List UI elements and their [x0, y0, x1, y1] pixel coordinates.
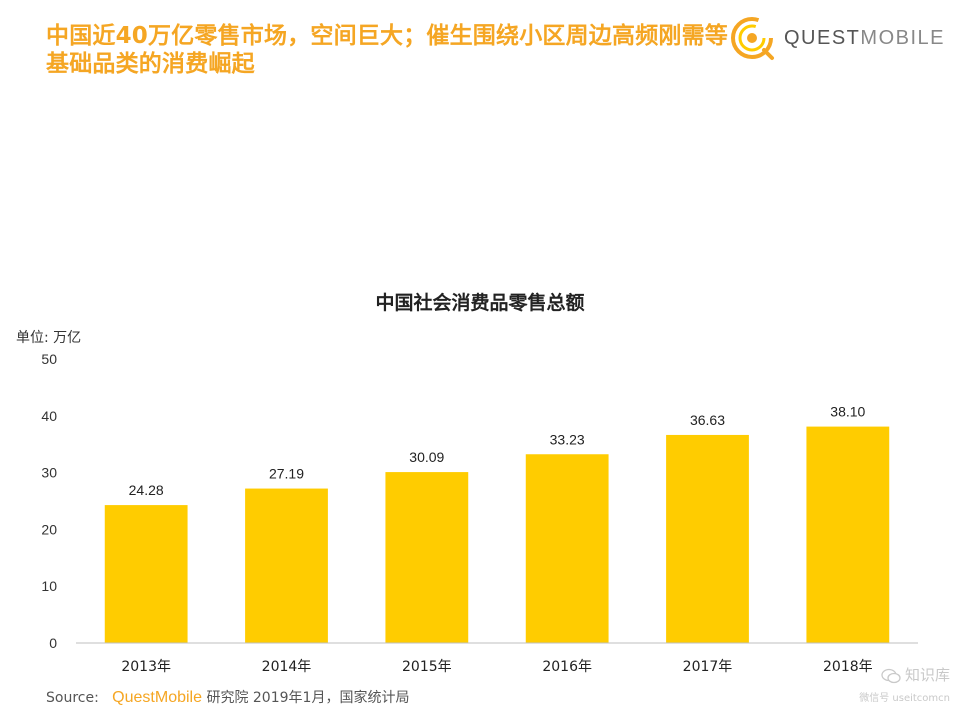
y-tick-label: 20 — [41, 521, 57, 537]
data-label: 30.09 — [409, 449, 444, 465]
data-label: 24.28 — [129, 482, 164, 498]
x-axis-labels: 2013年 2014年 2015年 2016年 2017年 2018年 — [121, 659, 872, 675]
data-label: 38.10 — [830, 404, 865, 420]
bar — [525, 454, 609, 643]
bar — [385, 472, 469, 643]
bar — [666, 434, 749, 643]
x-tick-label: 2015年 — [402, 659, 452, 675]
x-tick-label: 2016年 — [542, 659, 592, 675]
page-headline: 中国近40万亿零售市场，空间巨大；催生围绕小区周边高频刚需等基础品类的消费崛起 — [46, 23, 729, 77]
y-tick-label: 40 — [41, 408, 57, 424]
x-tick-label: 2014年 — [262, 659, 312, 675]
data-label: 33.23 — [550, 431, 585, 447]
source-note: Source: QuestMobile 研究院 2019年1月，国家统计局 — [46, 689, 410, 706]
bar — [104, 505, 188, 643]
x-tick-label: 2018年 — [823, 659, 873, 675]
x-tick-label: 2013年 — [121, 659, 171, 675]
chart-title: 中国社会消费品零售总额 — [375, 291, 584, 314]
wechat-icon — [881, 668, 901, 683]
data-label: 36.63 — [690, 412, 725, 428]
data-label: 27.19 — [269, 466, 304, 482]
x-tick-label: 2017年 — [683, 659, 733, 675]
y-tick-label: 0 — [49, 635, 57, 651]
watermark-name: 知识库 — [904, 666, 950, 684]
bar — [245, 488, 328, 643]
y-tick-label: 50 — [41, 351, 57, 367]
brand-logo: QUESTMOBILE — [728, 14, 945, 62]
bar-series — [104, 426, 890, 643]
watermark: 知识库 微信号 useitcomcn — [859, 664, 950, 704]
source-brand: QuestMobile — [112, 689, 202, 706]
y-axis-unit-label: 单位: 万亿 — [16, 330, 81, 346]
bar — [806, 426, 890, 643]
y-axis-ticks: 0 10 20 30 40 50 — [41, 351, 57, 651]
watermark-sub: 微信号 useitcomcn — [859, 693, 950, 704]
y-tick-label: 10 — [41, 578, 57, 594]
y-tick-label: 30 — [41, 465, 57, 481]
value-labels: 24.28 27.19 30.09 33.23 36.63 38.10 — [129, 404, 866, 498]
brand-wordmark: QUESTMOBILE — [784, 26, 945, 49]
questmobile-logo-icon — [731, 17, 774, 60]
